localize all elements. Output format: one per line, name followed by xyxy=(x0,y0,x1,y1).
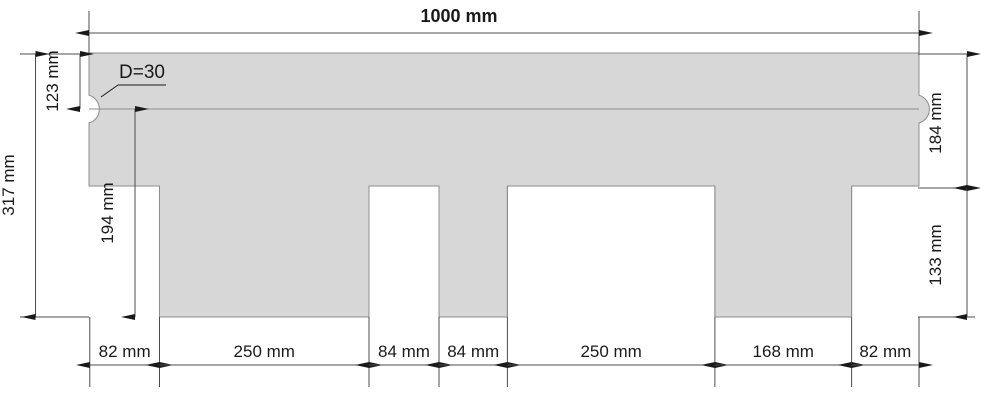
svg-text:123 mm: 123 mm xyxy=(43,50,62,111)
svg-text:D=30: D=30 xyxy=(119,62,165,83)
svg-text:84 mm: 84 mm xyxy=(378,342,430,361)
svg-text:317 mm: 317 mm xyxy=(0,154,18,215)
svg-text:82 mm: 82 mm xyxy=(99,342,151,361)
svg-text:82 mm: 82 mm xyxy=(859,342,911,361)
svg-text:1000 mm: 1000 mm xyxy=(420,6,497,26)
svg-text:133 mm: 133 mm xyxy=(926,224,945,285)
svg-text:184 mm: 184 mm xyxy=(926,92,945,153)
svg-text:250 mm: 250 mm xyxy=(580,342,641,361)
svg-text:250 mm: 250 mm xyxy=(234,342,295,361)
svg-text:194 mm: 194 mm xyxy=(98,182,117,243)
svg-text:168 mm: 168 mm xyxy=(753,342,814,361)
svg-text:84 mm: 84 mm xyxy=(447,342,499,361)
